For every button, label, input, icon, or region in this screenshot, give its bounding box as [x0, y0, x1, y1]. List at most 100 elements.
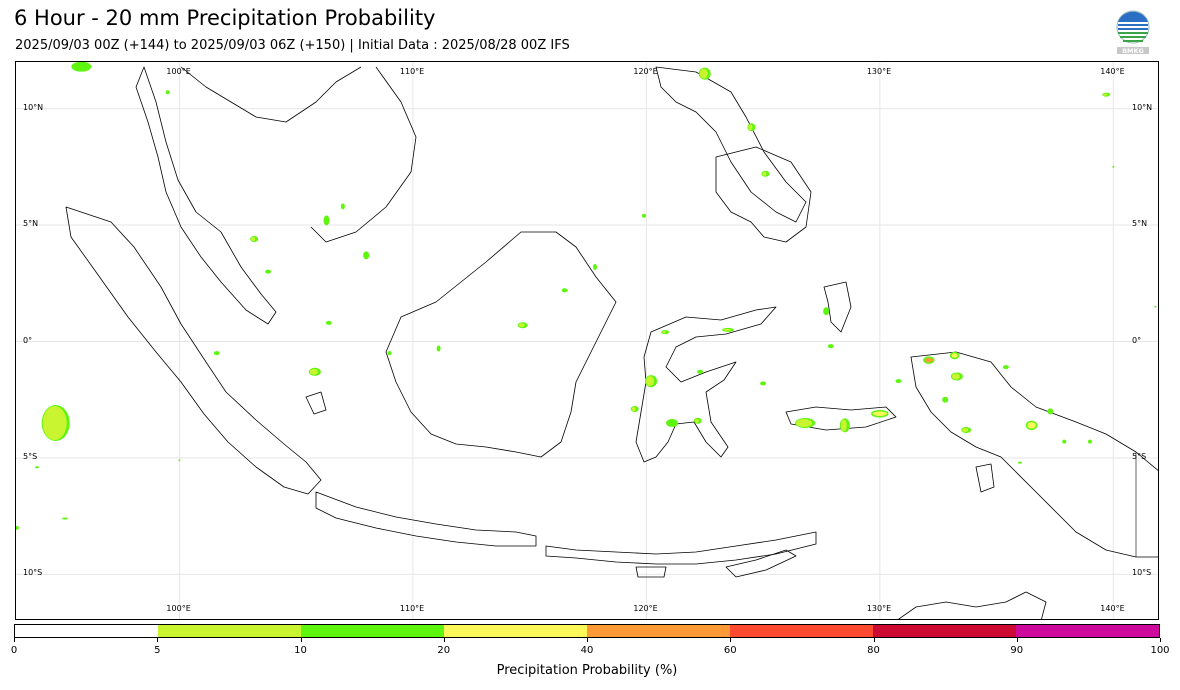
gridlines — [16, 62, 1158, 619]
lon-tick-label-top: 140°E — [1100, 67, 1125, 76]
colorbar-tick-label: 0 — [10, 645, 18, 656]
precip-area — [16, 525, 19, 530]
colorbar-tick-label: 20 — [437, 645, 451, 656]
precip-area-edge — [646, 376, 655, 387]
lat-tick-label-right: 10°N — [1132, 102, 1153, 112]
precip-area — [1002, 365, 1009, 370]
colorbar-tick-mark — [14, 638, 15, 642]
chart-subtitle: 2025/09/03 00Z (+144) to 2025/09/03 06Z … — [15, 38, 570, 53]
thailand-coast — [180, 66, 362, 123]
precip-area-edge — [42, 406, 67, 441]
precip-area — [1025, 420, 1038, 431]
colorbar-segment — [730, 625, 873, 637]
precip-area-edge — [518, 323, 525, 328]
precip-area — [213, 351, 220, 356]
precip-area — [895, 379, 902, 384]
precip-area — [1154, 305, 1157, 308]
coastlines — [65, 66, 1158, 619]
precip-area-edge — [951, 373, 960, 380]
precip-area — [823, 307, 830, 316]
bangka-coast — [305, 391, 327, 415]
colorbar-segment — [158, 625, 301, 637]
precip-area-edge — [748, 124, 753, 131]
precip-area — [871, 409, 889, 418]
vietnam-coast — [310, 66, 417, 243]
colorbar-tick-mark — [730, 638, 732, 642]
lon-tick-label-bottom: 110°E — [399, 604, 425, 613]
colorbar-segment — [444, 625, 587, 637]
sulawesi-coast — [635, 306, 777, 463]
lat-tick-label-right: 5°N — [1132, 219, 1148, 229]
precip-area — [642, 213, 647, 218]
sumba-coast — [635, 566, 667, 578]
australia-coast — [898, 591, 1047, 619]
lat-tick-label-right: 10°S — [1132, 568, 1152, 578]
colorbar-tick-label: 5 — [154, 645, 161, 656]
colorbar-tick-label: 90 — [1010, 645, 1024, 656]
precip-area — [1047, 408, 1054, 415]
colorbar-segment — [15, 625, 158, 637]
precip-area — [949, 351, 960, 360]
mindanao-coast — [715, 146, 812, 243]
precip-area — [178, 459, 181, 462]
precip-area — [165, 90, 170, 95]
aru-islands-coast — [975, 463, 995, 493]
colorbar-tick-mark — [873, 638, 875, 642]
precip-area — [942, 396, 949, 403]
precip-area — [436, 345, 441, 352]
colorbar-segment — [301, 625, 444, 637]
precip-area — [325, 320, 332, 325]
precip-area-edge — [1103, 93, 1108, 96]
colorbar — [14, 624, 1160, 638]
sumatra-coast — [65, 206, 322, 495]
colorbar-tick-mark — [1016, 638, 1018, 642]
precip-area-edge — [723, 328, 732, 331]
precip-area — [323, 215, 330, 226]
precipitation-layer — [16, 62, 1157, 530]
lat-tick-label-right: 0° — [1132, 335, 1142, 345]
precip-area-edge — [962, 428, 969, 433]
lat-tick-label-left: 5°N — [23, 219, 39, 229]
lat-tick-label-left: 10°S — [23, 568, 43, 578]
precip-area — [827, 344, 834, 349]
colorbar-segment — [1016, 625, 1159, 637]
lat-tick-label-left: 10°N — [23, 102, 44, 112]
precip-area — [1112, 165, 1115, 168]
precip-area — [1017, 461, 1022, 464]
precip-area — [62, 517, 69, 520]
lesser-sunda-coast — [545, 531, 817, 565]
philippines-coast — [655, 66, 807, 223]
bmkg-logo-icon: BMKG — [1114, 10, 1152, 56]
precip-area — [593, 263, 598, 270]
precip-area — [1087, 439, 1092, 444]
precip-area — [923, 356, 935, 364]
precip-area — [1062, 439, 1067, 444]
lat-tick-label-left: 0° — [23, 335, 33, 345]
lon-tick-label-bottom: 140°E — [1100, 604, 1125, 613]
lon-tick-label-top: 100°E — [166, 67, 191, 76]
precip-area — [363, 251, 370, 260]
colorbar-tick-label: 60 — [723, 645, 737, 656]
lon-tick-label-top: 120°E — [633, 67, 658, 76]
java-coast — [315, 491, 537, 547]
precip-area — [265, 269, 272, 274]
colorbar-tick-mark — [443, 638, 445, 642]
precip-area-edge — [662, 331, 667, 334]
malay-peninsula-coast — [135, 66, 277, 325]
lon-tick-label-top: 110°E — [399, 67, 425, 76]
precip-area-edge — [694, 418, 699, 423]
colorbar-tick-mark — [587, 638, 588, 642]
colorbar-tick-label: 100 — [1150, 645, 1170, 656]
map-panel — [15, 61, 1159, 620]
lon-tick-label-bottom: 120°E — [633, 604, 658, 613]
precip-area — [340, 203, 345, 210]
precip-area-edge — [840, 419, 847, 432]
precip-area — [760, 381, 767, 386]
borneo-coast — [385, 231, 617, 458]
new-guinea-coast — [910, 351, 1158, 558]
precip-area-edge — [251, 237, 256, 242]
chart-title: 6 Hour - 20 mm Precipitation Probability — [14, 6, 436, 30]
precip-area — [35, 466, 40, 469]
precip-area — [666, 419, 679, 428]
timor-coast — [725, 549, 797, 578]
